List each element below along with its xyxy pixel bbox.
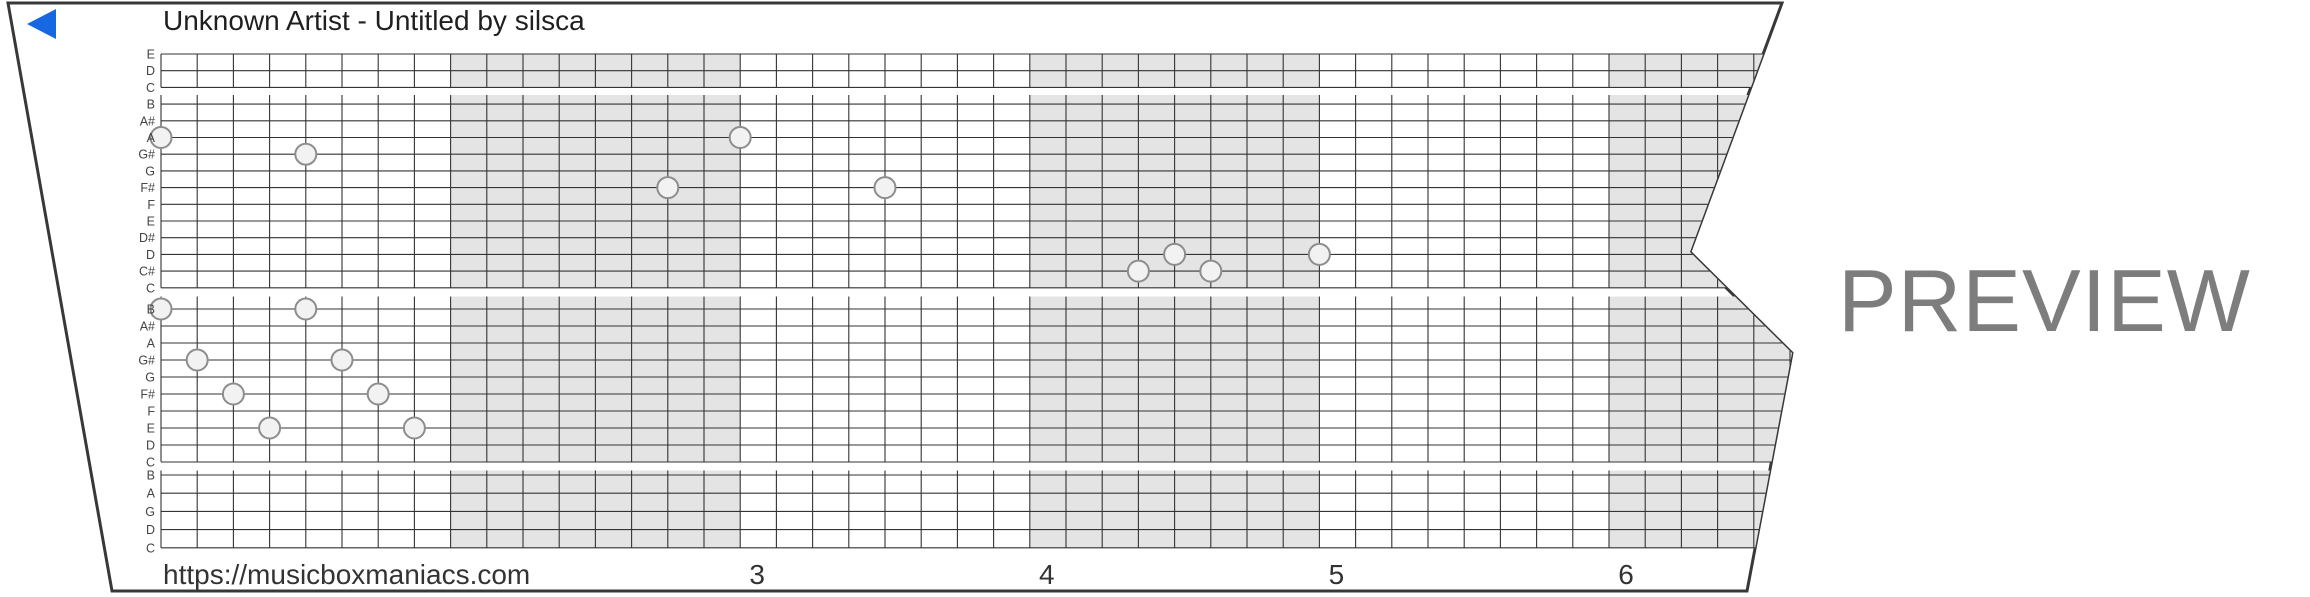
note-row-label: A — [147, 337, 156, 351]
measure-number: 6 — [1618, 559, 1634, 590]
note-row-label: F# — [140, 388, 155, 402]
note-row-label: B — [147, 98, 155, 112]
note-row-label: E — [147, 48, 155, 62]
paper-strip-outline — [6, 1, 1794, 593]
note-hole — [185, 348, 209, 372]
note-row-label: C — [146, 541, 155, 555]
note-row-label: G — [145, 505, 155, 519]
note-hole — [221, 382, 245, 406]
preview-watermark: PREVIEW — [1838, 251, 2251, 350]
note-holes-layer — [149, 126, 1331, 440]
note-hole — [1126, 259, 1150, 283]
note-hole — [258, 416, 282, 440]
note-row-label: B — [147, 469, 155, 483]
note-row-label: D — [146, 64, 155, 78]
note-hole — [656, 176, 680, 200]
note-row-label: C — [146, 81, 155, 95]
note-hole — [1199, 259, 1223, 283]
note-row-label: G — [145, 164, 155, 178]
note-row-label: G# — [138, 354, 155, 368]
play-button[interactable] — [27, 9, 56, 39]
note-row-label: C — [146, 456, 155, 470]
note-row-label: A# — [140, 114, 155, 128]
note-row-label: G# — [138, 148, 155, 162]
measure-number: 5 — [1329, 559, 1345, 590]
note-hole — [1163, 242, 1187, 266]
note-row-label: D — [146, 248, 155, 262]
note-row-label: C — [146, 281, 155, 295]
melody-title: Unknown Artist - Untitled by silsca — [163, 5, 585, 36]
note-hole — [330, 348, 354, 372]
note-hole — [149, 126, 173, 149]
note-row-label: B — [147, 303, 155, 317]
note-hole — [294, 297, 318, 321]
measure-number: 3 — [749, 559, 765, 590]
note-row-label: G — [145, 371, 155, 385]
note-row-label: F — [147, 198, 155, 212]
note-row-label: F# — [140, 181, 155, 195]
note-row-label: E — [147, 215, 155, 229]
shaded-measure — [1609, 296, 1792, 462]
note-row-label: D — [146, 439, 155, 453]
note-hole — [149, 297, 173, 321]
note-row-label: A — [147, 131, 156, 145]
note-row-label: C# — [139, 265, 155, 279]
note-row-label: F — [147, 405, 155, 419]
note-row-label: E — [147, 422, 155, 436]
note-hole — [728, 126, 752, 149]
note-hole — [402, 416, 426, 440]
note-hole — [1307, 242, 1331, 266]
note-hole — [366, 382, 390, 406]
measure-number: 4 — [1039, 559, 1055, 590]
site-url: https://musicboxmaniacs.com — [163, 559, 530, 590]
note-row-label: A — [147, 487, 156, 501]
grid-lines-layer — [160, 53, 1792, 549]
note-hole — [873, 176, 897, 200]
note-row-label: D# — [139, 231, 155, 245]
note-row-label: D — [146, 523, 155, 537]
measure-numbers-layer: 3 4 5 6 — [749, 559, 1633, 590]
note-row-label: A# — [140, 320, 155, 334]
note-hole — [294, 142, 318, 166]
